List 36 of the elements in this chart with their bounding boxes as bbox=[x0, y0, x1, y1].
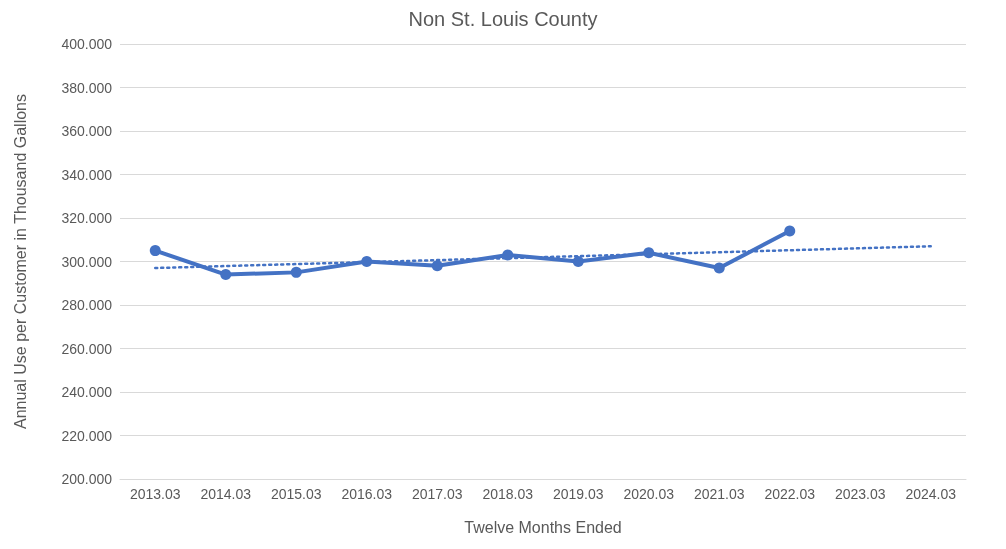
x-tick-label: 2014.03 bbox=[200, 486, 252, 502]
point bbox=[502, 249, 514, 261]
y-tick-label: 380.000 bbox=[61, 79, 113, 96]
y-tick-label: 340.000 bbox=[61, 166, 113, 183]
point bbox=[431, 260, 443, 272]
y-tick-label: 280.000 bbox=[61, 297, 113, 313]
x-tick-label: 2022.03 bbox=[764, 486, 816, 502]
x-tick-label: 2024.03 bbox=[905, 486, 957, 502]
y-tick-label: 240.000 bbox=[61, 384, 113, 400]
x-tick-label: 2023.03 bbox=[834, 486, 886, 502]
point bbox=[220, 269, 232, 281]
x-tick-label: 2019.03 bbox=[552, 486, 604, 502]
y-tick-label: 400.000 bbox=[61, 36, 113, 52]
point bbox=[713, 262, 725, 274]
x-tick-label: 2018.03 bbox=[482, 486, 534, 502]
y-tick-label: 360.000 bbox=[61, 123, 113, 139]
x-axis-title: Twelve Months Ended bbox=[464, 518, 622, 536]
y-tick-label: 300.000 bbox=[61, 253, 113, 270]
x-tick-label: 2013.03 bbox=[129, 486, 181, 502]
point bbox=[643, 247, 655, 259]
y-axis-title: Annual Use per Customer in Thousand Gallons bbox=[11, 94, 29, 429]
point bbox=[784, 225, 796, 237]
x-tick-label: 2017.03 bbox=[411, 486, 463, 502]
point bbox=[149, 245, 161, 257]
chart-title: Non St. Louis County bbox=[408, 8, 598, 30]
y-tick-label: 320.000 bbox=[61, 210, 113, 226]
y-tick-label: 260.000 bbox=[61, 340, 113, 357]
x-tick-label: 2016.03 bbox=[341, 486, 393, 502]
point bbox=[361, 256, 373, 267]
y-tick-label: 200.000 bbox=[61, 471, 113, 487]
x-tick-label: 2021.03 bbox=[693, 486, 745, 502]
x-tick-label: 2020.03 bbox=[623, 486, 675, 502]
point bbox=[290, 266, 302, 278]
y-tick-label: 220.000 bbox=[61, 427, 113, 444]
x-tick-label: 2015.03 bbox=[270, 486, 322, 502]
point bbox=[572, 256, 584, 267]
